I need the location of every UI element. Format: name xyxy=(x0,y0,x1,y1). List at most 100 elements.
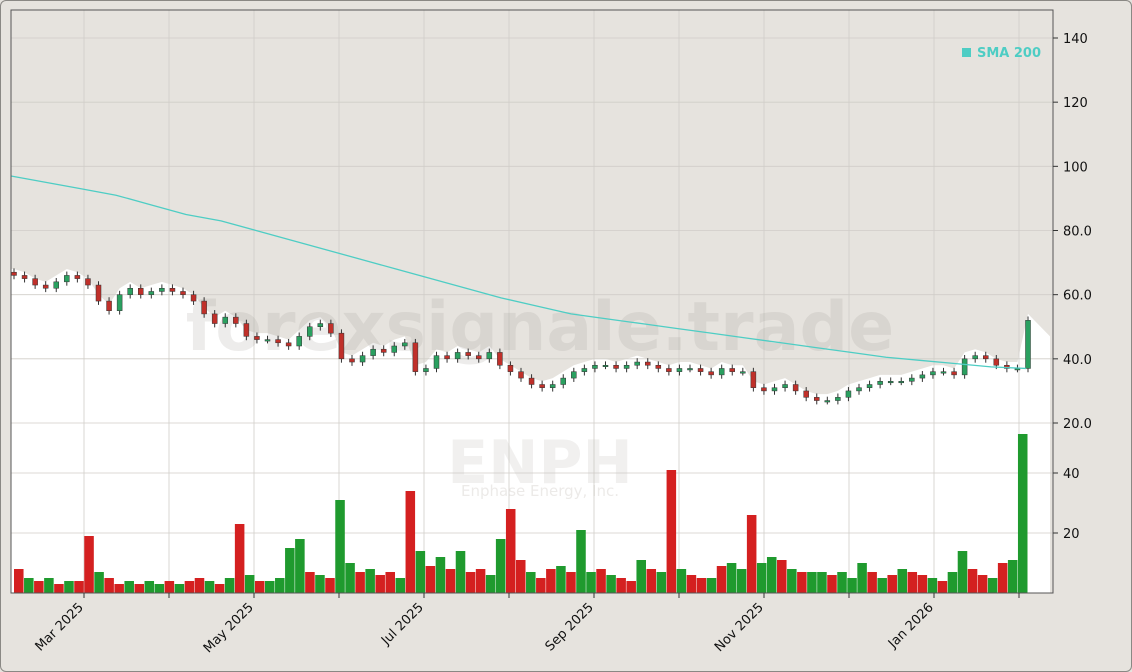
volume-bar xyxy=(144,581,155,593)
candle-body xyxy=(613,365,619,369)
candle-body xyxy=(518,371,524,379)
volume-bar xyxy=(94,572,104,593)
volume-bar xyxy=(566,572,576,593)
sma-200-line xyxy=(10,175,1027,370)
volume-bar xyxy=(104,578,114,593)
candle-body xyxy=(370,348,376,356)
volume-bar xyxy=(285,548,295,593)
candle-body xyxy=(328,323,334,334)
volume-bar xyxy=(184,581,195,593)
candle-body xyxy=(74,275,81,279)
candle-body xyxy=(433,355,440,369)
volume-bar xyxy=(626,581,636,593)
candle-body xyxy=(359,355,366,363)
candle-body xyxy=(592,365,598,369)
x-tick-label: May 2025 xyxy=(201,600,257,656)
candle-body xyxy=(106,300,112,311)
candle-body xyxy=(835,397,841,401)
volume-bar xyxy=(64,581,74,593)
candle-body xyxy=(687,368,693,371)
volume-bar xyxy=(234,524,245,593)
candle-body xyxy=(138,288,144,295)
volume-bar xyxy=(606,575,616,593)
volume-bar xyxy=(355,572,365,593)
candle-body xyxy=(180,291,186,295)
price-tick-label: 60.0 xyxy=(1063,289,1092,304)
volume-bar xyxy=(867,572,877,593)
volume-bar xyxy=(857,563,867,593)
volume-bar xyxy=(696,578,707,593)
volume-bar xyxy=(224,578,235,593)
candle-body xyxy=(233,316,239,324)
volume-bar xyxy=(204,581,215,593)
volume-bar xyxy=(124,581,134,593)
volume-bar xyxy=(967,569,978,593)
volume-bar xyxy=(766,557,777,593)
candle-body xyxy=(190,294,197,302)
volume-bar xyxy=(214,584,225,593)
candle-body xyxy=(919,374,926,379)
candle-body xyxy=(623,365,630,369)
volume-bar xyxy=(726,563,737,593)
x-tick-label: Mar 2025 xyxy=(33,600,87,654)
volume-bar xyxy=(927,578,938,593)
candle-body xyxy=(412,342,419,372)
candle-body xyxy=(729,368,735,372)
candle-body xyxy=(803,390,809,398)
volume-bar xyxy=(636,560,646,593)
candle-body xyxy=(983,355,989,360)
candle-body xyxy=(169,288,176,292)
volume-bar xyxy=(947,572,958,593)
volume-bar xyxy=(1017,434,1028,593)
x-tick-label: Sep 2025 xyxy=(543,600,597,654)
volume-bar xyxy=(365,569,375,593)
volume-bar xyxy=(325,578,335,593)
volume-bar xyxy=(556,566,566,593)
candle-body xyxy=(930,371,936,376)
candle-body xyxy=(961,358,968,376)
candle-body xyxy=(898,381,904,384)
candle-body xyxy=(856,387,862,392)
candle-body xyxy=(761,387,767,392)
volume-bar xyxy=(576,530,586,593)
candle-body xyxy=(750,371,757,388)
candle-body xyxy=(814,397,820,401)
candle-body xyxy=(296,336,302,347)
volume-bar xyxy=(756,563,767,593)
candle-body xyxy=(581,368,588,372)
volume-bar xyxy=(987,578,998,593)
candle-body xyxy=(549,384,556,388)
volume-bar xyxy=(244,575,255,593)
volume-bar xyxy=(435,557,446,593)
candle-body xyxy=(127,288,133,295)
candle-body xyxy=(782,384,788,388)
candle-body xyxy=(497,352,503,366)
candle-body xyxy=(85,278,91,286)
volume-bar xyxy=(1007,560,1018,593)
volume-bar xyxy=(907,572,918,593)
candle-body xyxy=(391,345,397,353)
candle-body xyxy=(718,368,725,376)
legend-swatch-icon xyxy=(962,48,971,57)
candle-body xyxy=(824,400,831,403)
volume-bar xyxy=(997,563,1008,593)
volume-bar xyxy=(716,566,727,593)
candle-body xyxy=(993,358,1000,366)
volume-bar xyxy=(686,575,697,593)
volume-bar xyxy=(807,572,817,593)
price-tick-label: 20.0 xyxy=(1063,417,1092,432)
candle-body xyxy=(476,355,482,360)
volume-bar xyxy=(957,551,968,593)
volume-bar xyxy=(536,578,546,593)
volume-bar xyxy=(817,572,827,593)
volume-bar xyxy=(44,578,54,593)
candle-body xyxy=(349,358,355,363)
candle-body xyxy=(845,390,852,398)
watermark-ticker: ENPH xyxy=(447,428,632,498)
volume-bar xyxy=(375,575,385,593)
candle-body xyxy=(21,275,28,279)
volume-bar xyxy=(827,575,837,593)
price-tick-label: 80.0 xyxy=(1063,225,1092,240)
candle-body xyxy=(116,294,123,311)
